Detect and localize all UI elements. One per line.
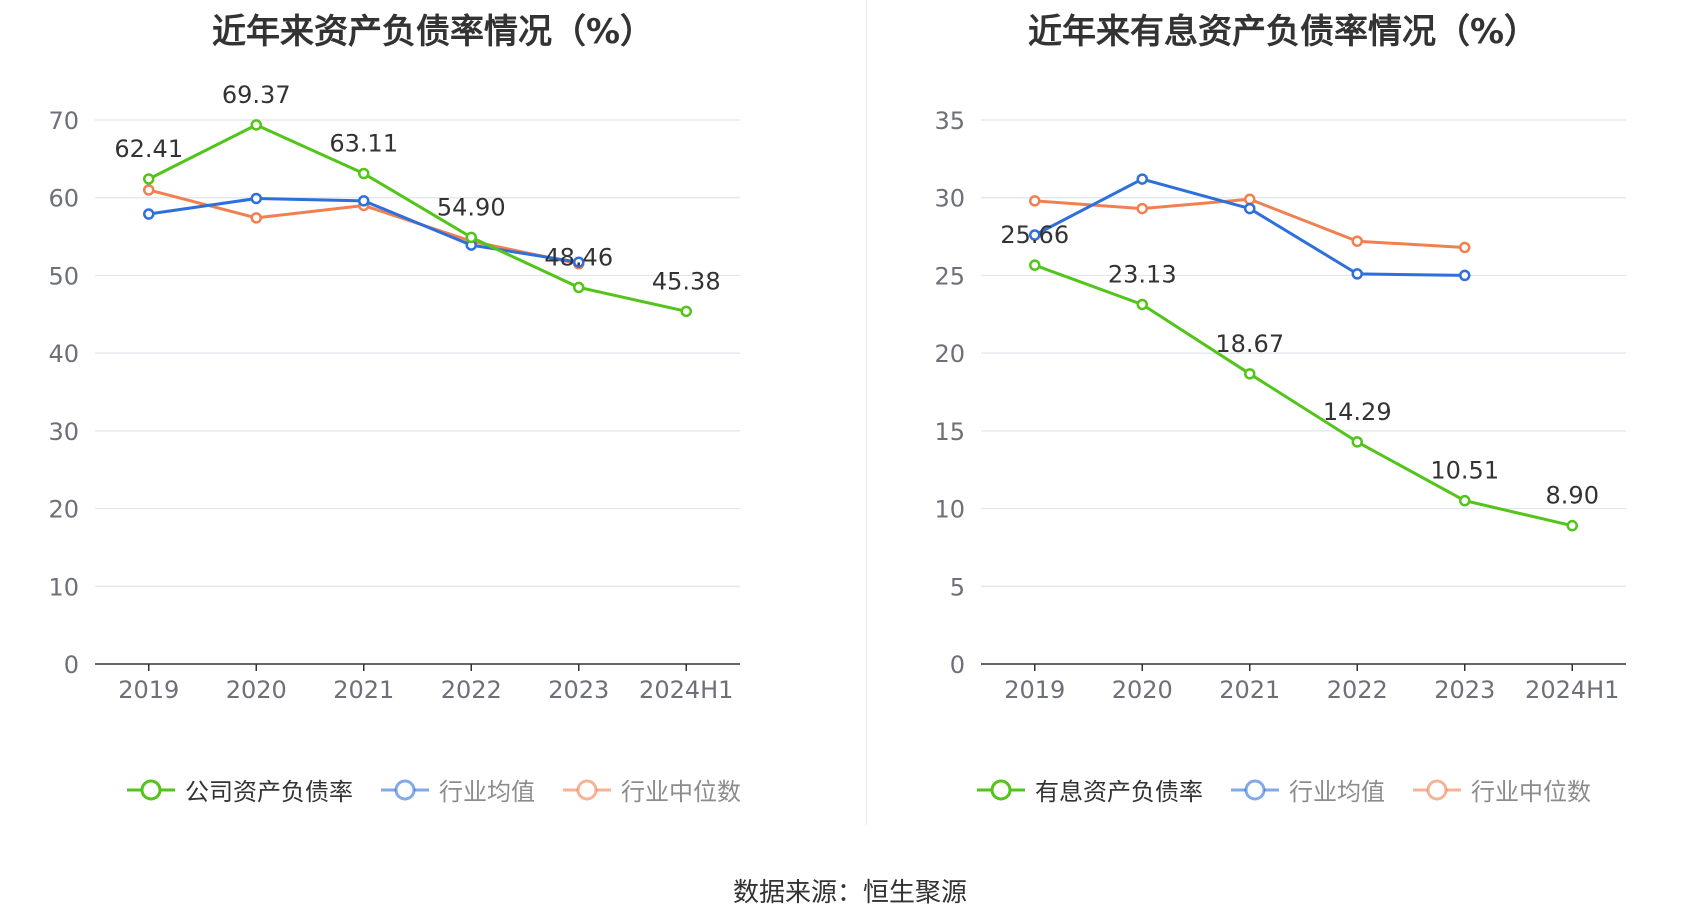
data-point[interactable] bbox=[143, 208, 155, 220]
y-tick-label: 20 bbox=[48, 496, 79, 524]
data-label: 62.41 bbox=[114, 135, 183, 163]
panel-divider bbox=[866, 0, 867, 825]
legend-label: 行业中位数 bbox=[621, 778, 741, 806]
x-tick-label: 2023 bbox=[548, 676, 609, 704]
y-tick-label: 40 bbox=[48, 340, 79, 368]
data-point[interactable] bbox=[573, 256, 585, 268]
y-tick-label: 0 bbox=[950, 651, 965, 679]
x-tick-label: 2022 bbox=[1327, 676, 1388, 704]
data-label: 23.13 bbox=[1108, 260, 1177, 288]
x-tick-label: 2021 bbox=[333, 676, 394, 704]
chart-title-left: 近年来资产负债率情况（%） bbox=[211, 12, 655, 52]
legend-symbol bbox=[977, 779, 1025, 800]
legend-symbol bbox=[1231, 779, 1279, 800]
data-label: 69.37 bbox=[222, 81, 291, 109]
data-point[interactable] bbox=[1029, 259, 1041, 271]
x-tick-label: 2024H1 bbox=[639, 676, 733, 704]
data-point[interactable] bbox=[358, 195, 370, 207]
y-tick-label: 70 bbox=[48, 107, 79, 135]
data-point[interactable] bbox=[680, 305, 692, 318]
chart-title-right: 近年来有息资产负债率情况（%） bbox=[1027, 12, 1539, 52]
series-line-0 bbox=[148, 123, 687, 313]
y-tick-label: 15 bbox=[934, 418, 965, 446]
data-point[interactable] bbox=[1351, 235, 1363, 247]
legend-symbol bbox=[1413, 779, 1461, 800]
series-line-0 bbox=[1034, 263, 1573, 528]
chart-plot-right: 0 5 10 15 20 25 30 35 2019 2020 2021 2022 2023 2024H1… bbox=[934, 107, 1626, 704]
chart-plot-left: 0 10 20 30 40 50 60 70 2019 2020 2021 2022 2023 2024H… bbox=[48, 81, 740, 704]
legend-label: 行业中位数 bbox=[1471, 778, 1591, 806]
x-tick-label: 2021 bbox=[1219, 676, 1280, 704]
data-point[interactable] bbox=[143, 173, 155, 185]
y-tick-label: 20 bbox=[934, 340, 965, 368]
data-label: 25.66 bbox=[1000, 221, 1069, 249]
data-point[interactable] bbox=[573, 281, 585, 294]
x-tick-label: 2024H1 bbox=[1525, 676, 1619, 704]
x-tick-label: 2019 bbox=[1004, 676, 1065, 704]
x-tick-label: 2020 bbox=[226, 676, 287, 704]
data-source-note: 数据来源：恒生聚源 bbox=[732, 878, 967, 908]
data-point[interactable] bbox=[1351, 268, 1363, 280]
x-tick-label: 2019 bbox=[118, 676, 179, 704]
y-tick-label: 50 bbox=[48, 262, 79, 290]
data-label: 45.38 bbox=[652, 267, 721, 295]
data-point[interactable] bbox=[250, 192, 262, 205]
y-tick-label: 60 bbox=[48, 185, 79, 213]
data-point[interactable] bbox=[465, 231, 477, 244]
data-label: 8.90 bbox=[1546, 482, 1599, 510]
y-tick-label: 35 bbox=[934, 107, 965, 135]
legend-item-0[interactable]: 有息资产负债率 bbox=[975, 772, 1203, 807]
data-point[interactable] bbox=[143, 184, 155, 196]
data-label: 54.90 bbox=[437, 193, 506, 221]
y-tick-label: 30 bbox=[934, 185, 965, 213]
chart-right: 近年来有息资产负债率情况（%） 0 5 10 15 20 25 30 35 2019 2020 20… bbox=[866, 0, 1700, 830]
legend-item-0[interactable]: 公司资产负债率 bbox=[125, 772, 353, 807]
chart-left: 近年来资产负债率情况（%） 0 10 20 30 40 50 60 70 2019 2020 202… bbox=[0, 0, 866, 830]
data-point[interactable] bbox=[1029, 229, 1041, 241]
data-point[interactable] bbox=[1136, 298, 1148, 311]
data-label: 18.67 bbox=[1215, 330, 1284, 358]
y-tick-label: 10 bbox=[48, 573, 79, 601]
y-tick-label: 0 bbox=[64, 651, 79, 679]
data-label: 63.11 bbox=[329, 130, 398, 158]
legend-item-2[interactable]: 行业中位数 bbox=[1411, 772, 1591, 807]
legend-label: 行业均值 bbox=[1289, 778, 1385, 806]
data-point[interactable] bbox=[1136, 202, 1148, 215]
legend-right: 有息资产负债率 行业均值 行业中位数 bbox=[866, 772, 1700, 807]
legend-label: 行业均值 bbox=[439, 778, 535, 806]
legend-label: 有息资产负债率 bbox=[1035, 778, 1203, 806]
data-point[interactable] bbox=[1136, 173, 1148, 185]
data-point[interactable] bbox=[1566, 519, 1578, 532]
legend-item-2[interactable]: 行业中位数 bbox=[561, 772, 741, 807]
data-point[interactable] bbox=[1244, 368, 1256, 380]
y-tick-label: 10 bbox=[934, 496, 965, 524]
data-point[interactable] bbox=[1244, 202, 1256, 215]
data-label: 14.29 bbox=[1323, 398, 1392, 426]
legend-left: 公司资产负债率 行业均值 行业中位数 bbox=[0, 772, 866, 807]
data-point[interactable] bbox=[250, 212, 262, 224]
y-tick-label: 30 bbox=[48, 418, 79, 446]
x-tick-label: 2022 bbox=[441, 676, 502, 704]
legend-symbol bbox=[563, 779, 611, 800]
series-line-1 bbox=[1034, 177, 1465, 277]
data-point[interactable] bbox=[1459, 269, 1471, 282]
y-tick-label: 5 bbox=[950, 573, 965, 601]
legend-symbol bbox=[381, 779, 429, 800]
data-point[interactable] bbox=[1459, 241, 1471, 254]
data-point[interactable] bbox=[358, 167, 370, 180]
data-point[interactable] bbox=[1244, 193, 1256, 206]
data-point[interactable] bbox=[250, 119, 262, 131]
legend-label: 公司资产负债率 bbox=[185, 778, 353, 806]
legend-item-1[interactable]: 行业均值 bbox=[379, 772, 535, 807]
data-point[interactable] bbox=[1029, 195, 1041, 207]
legend-symbol bbox=[127, 779, 175, 800]
data-label: 10.51 bbox=[1430, 457, 1499, 485]
y-tick-label: 25 bbox=[934, 262, 965, 290]
data-point[interactable] bbox=[1351, 436, 1363, 448]
data-label: 48.46 bbox=[544, 243, 613, 271]
x-tick-label: 2020 bbox=[1112, 676, 1173, 704]
data-point[interactable] bbox=[1459, 494, 1471, 507]
x-tick-label: 2023 bbox=[1434, 676, 1495, 704]
legend-item-1[interactable]: 行业均值 bbox=[1229, 772, 1385, 807]
